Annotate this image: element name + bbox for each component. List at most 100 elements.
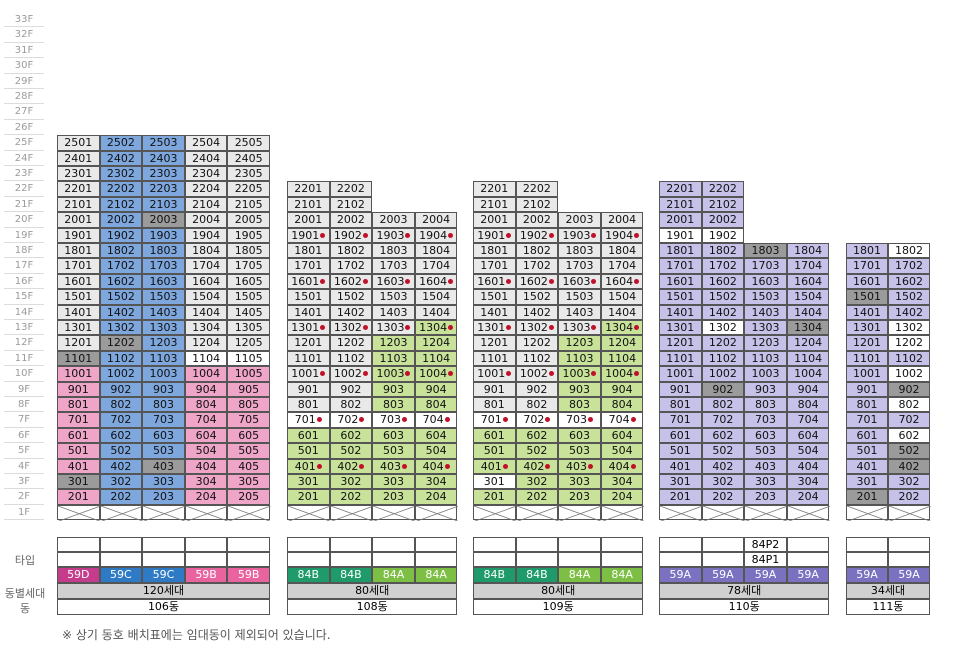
piloti-cell — [329, 504, 374, 522]
unit-cell: 2102 — [701, 196, 745, 213]
unit-cell: 1904 — [414, 227, 458, 243]
piloti-cell — [142, 504, 186, 522]
unit-cell: 1202 — [515, 335, 559, 351]
unit-cell: 604 — [600, 427, 644, 444]
unit-cell: 405 — [227, 458, 270, 474]
unit-cell: 1601 — [659, 273, 702, 290]
unit-cell: 503 — [558, 443, 601, 459]
unit-cell: 2403 — [142, 150, 185, 166]
unit-cell: 1701 — [57, 258, 100, 274]
unit-cell: 301 — [57, 474, 100, 490]
ppm-cell: 84P1 — [744, 552, 787, 567]
unit-cell: 2201 — [287, 181, 330, 197]
unit-cell: 1303 — [558, 320, 601, 336]
unit-cell: 1205 — [227, 335, 270, 351]
marker-dot — [506, 278, 512, 284]
unit-cell: 1502 — [329, 289, 373, 305]
ppm-cell — [227, 552, 270, 567]
unit-cell: 804 — [600, 397, 644, 413]
marker-dot — [548, 325, 554, 330]
unit-cell: 504 — [414, 443, 458, 459]
ppm-cell — [846, 552, 888, 567]
unit-cell: 503 — [372, 443, 415, 459]
unit-cell: 701 — [846, 412, 888, 428]
unit-cell: 301 — [287, 474, 330, 490]
unit-cell: 1104 — [786, 350, 830, 367]
unit-cell: 1401 — [846, 304, 888, 320]
unit-cell: 1304 — [184, 320, 228, 336]
unit-cell: 1401 — [473, 304, 516, 320]
marker-dot — [444, 417, 450, 423]
floor-label: 24F — [4, 151, 44, 166]
unit-cell: 905 — [227, 381, 270, 397]
unit-cell: 1902 — [515, 227, 559, 243]
unit-cell: 2003 — [372, 212, 415, 228]
unit-cell: 204 — [414, 489, 458, 505]
unit-cell: 603 — [142, 427, 185, 444]
unit-cell: 2002 — [515, 212, 559, 228]
marker-dot — [587, 463, 593, 469]
unit-cell: 1104 — [184, 350, 228, 367]
piloti-cross-icon — [288, 505, 331, 522]
unit-cell: 1503 — [744, 289, 787, 305]
unit-cell: 1401 — [659, 304, 702, 320]
ppm-cell — [57, 552, 100, 567]
unit-cell: 1102 — [329, 350, 373, 367]
floor-label: 23F — [4, 166, 44, 182]
unit-cell: 1803 — [744, 243, 787, 259]
unit-cell: 602 — [888, 427, 930, 444]
unit-cell: 1504 — [786, 289, 830, 305]
unit-cell: 601 — [659, 427, 702, 444]
unit-cell: 2201 — [57, 181, 100, 197]
marker-dot — [401, 417, 407, 423]
unit-cell: 902 — [99, 381, 143, 397]
type-badge: 59A — [659, 567, 702, 583]
unit-cell: 705 — [227, 412, 270, 428]
unit-cell: 801 — [473, 397, 516, 413]
unit-cell: 1403 — [142, 304, 185, 320]
row-label-type: 타입 — [14, 554, 36, 567]
piloti-cell — [287, 504, 331, 522]
unit-cell: 2502 — [99, 135, 143, 151]
unit-cell: 903 — [142, 381, 185, 397]
marker-dot — [591, 325, 597, 330]
unit-cell: 1402 — [888, 304, 930, 320]
ppm-cell — [142, 537, 185, 552]
unit-cell: 2004 — [184, 212, 228, 228]
floor-label: 5F — [4, 443, 44, 459]
piloti-cross-icon — [185, 505, 229, 522]
unit-cell: 2302 — [99, 166, 143, 182]
unit-cell: 805 — [227, 397, 270, 413]
unit-cell: 304 — [184, 474, 228, 490]
ppm-cell — [414, 552, 458, 567]
unit-cell: 902 — [515, 381, 559, 397]
unit-cell: 702 — [99, 412, 143, 428]
type-badge: 59A — [786, 567, 830, 583]
unit-cell: 1504 — [600, 289, 644, 305]
marker-dot — [587, 417, 593, 423]
unit-cell: 1005 — [227, 366, 270, 382]
floor-label: 6F — [4, 428, 44, 444]
floor-label: 31F — [4, 43, 44, 59]
floor-label: 30F — [4, 58, 44, 74]
unit-cell: 504 — [184, 443, 228, 459]
building-name: 110동 — [659, 599, 830, 615]
floor-label: 12F — [4, 335, 44, 351]
ppm-cell — [558, 552, 601, 567]
unit-cell: 1203 — [744, 335, 787, 351]
unit-cell: 904 — [600, 381, 644, 397]
ppm-cell — [473, 552, 516, 567]
unit-cell: 1501 — [57, 289, 100, 305]
unit-cell: 201 — [57, 489, 100, 505]
building-name: 109동 — [473, 599, 644, 615]
unit-cell: 1201 — [659, 335, 702, 351]
unit-cell: 1904 — [600, 227, 644, 243]
unit-cell: 703 — [744, 412, 787, 428]
unit-cell: 1303 — [372, 320, 415, 336]
unit-cell: 602 — [99, 427, 143, 444]
unit-cell: 404 — [786, 458, 830, 474]
marker-dot — [502, 463, 508, 469]
piloti-cell — [888, 504, 931, 522]
unit-cell: 1302 — [888, 320, 930, 336]
